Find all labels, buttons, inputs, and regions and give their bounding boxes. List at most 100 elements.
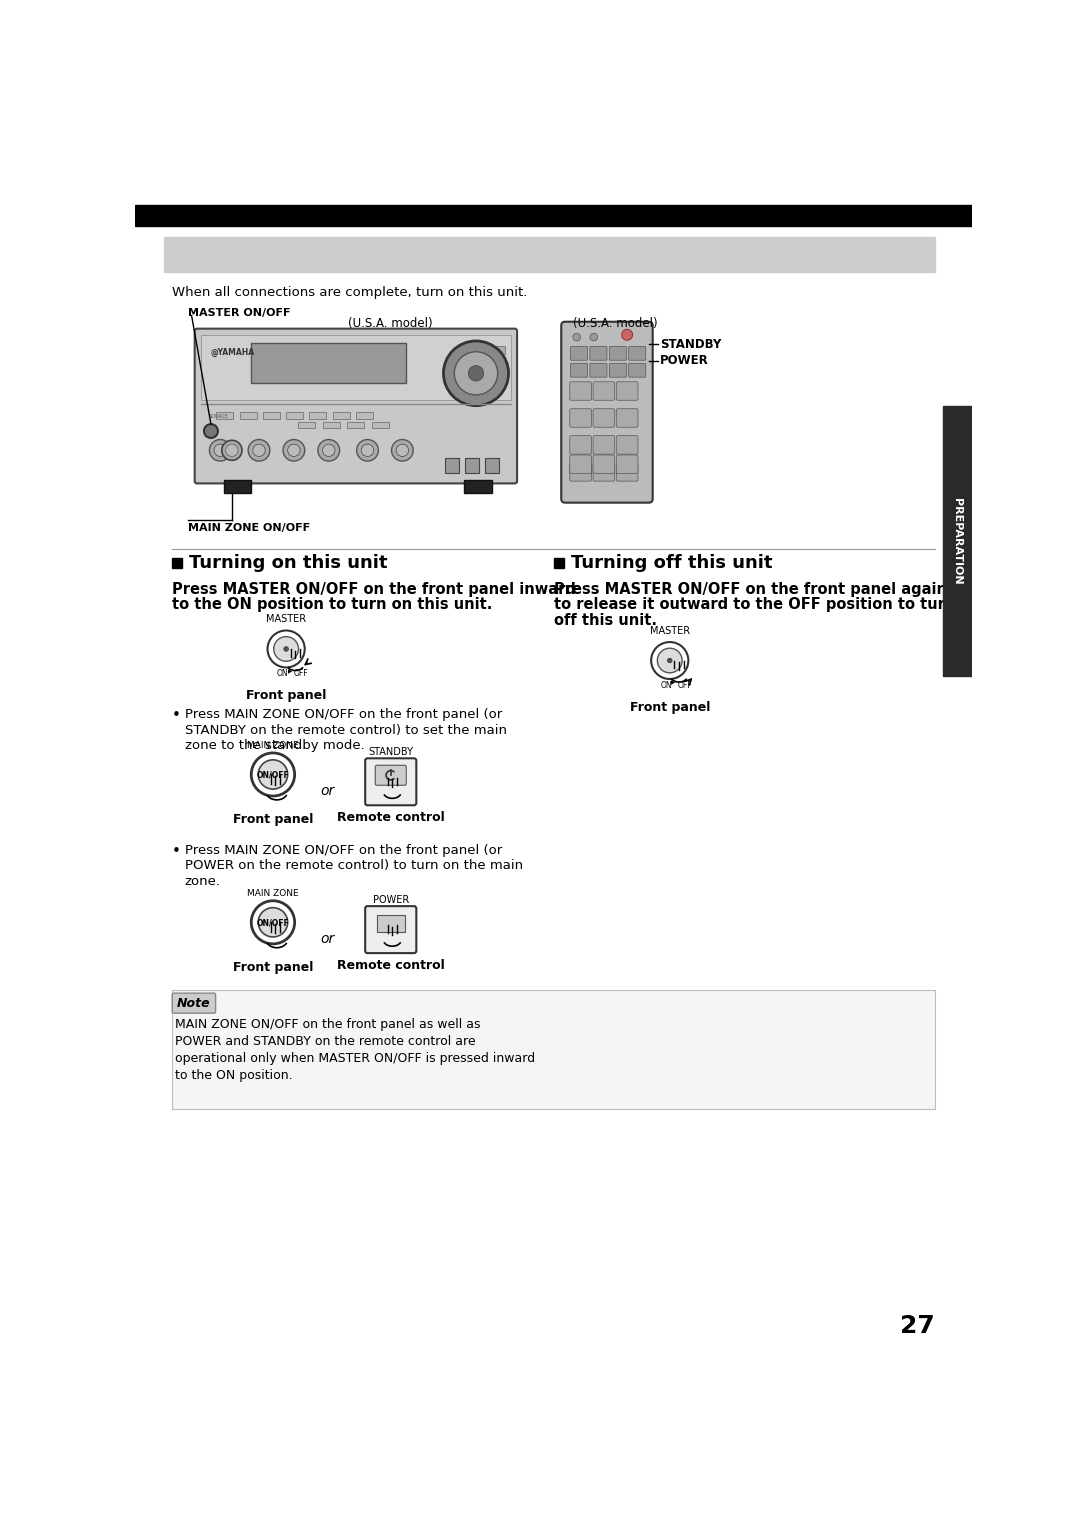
Circle shape	[283, 439, 305, 461]
FancyBboxPatch shape	[609, 363, 626, 377]
Text: or: or	[320, 784, 335, 798]
Text: ON/OFF: ON/OFF	[257, 919, 289, 928]
Text: Press MASTER ON/OFF on the front panel inward: Press MASTER ON/OFF on the front panel i…	[172, 581, 576, 597]
Text: to the ON position.: to the ON position.	[175, 1068, 293, 1082]
Text: or: or	[320, 932, 335, 946]
Circle shape	[253, 444, 266, 456]
Circle shape	[667, 658, 672, 662]
Text: Press MAIN ZONE ON/OFF on the front panel (or: Press MAIN ZONE ON/OFF on the front pane…	[185, 708, 502, 722]
Text: MAIN ZONE: MAIN ZONE	[247, 888, 299, 897]
Text: POWER: POWER	[373, 894, 409, 905]
FancyBboxPatch shape	[617, 462, 638, 481]
Circle shape	[287, 444, 300, 456]
Text: ON/OFF: ON/OFF	[257, 771, 289, 780]
Text: STANDBY: STANDBY	[368, 746, 414, 757]
Circle shape	[323, 444, 335, 456]
Bar	[172, 990, 935, 1109]
Bar	[309, 412, 326, 418]
Circle shape	[214, 444, 227, 456]
Circle shape	[226, 444, 238, 456]
Text: (U.S.A. model): (U.S.A. model)	[349, 317, 433, 330]
Text: ▶: ▶	[672, 681, 676, 685]
Text: When all connections are complete, turn on this unit.: When all connections are complete, turn …	[172, 287, 527, 299]
Circle shape	[444, 340, 509, 406]
FancyBboxPatch shape	[570, 462, 592, 481]
Bar	[445, 458, 459, 473]
Circle shape	[658, 649, 683, 673]
Circle shape	[392, 439, 414, 461]
FancyBboxPatch shape	[194, 328, 517, 484]
Circle shape	[258, 760, 287, 789]
Text: off this unit.: off this unit.	[554, 613, 657, 627]
Circle shape	[273, 636, 298, 661]
Bar	[373, 421, 389, 427]
Text: POWER and STANDBY on the remote control are: POWER and STANDBY on the remote control …	[175, 1035, 476, 1048]
Bar	[240, 412, 257, 418]
FancyBboxPatch shape	[593, 462, 615, 481]
Circle shape	[356, 439, 378, 461]
Text: Turning on and off the power: Turning on and off the power	[172, 244, 605, 270]
FancyBboxPatch shape	[609, 346, 626, 360]
FancyBboxPatch shape	[629, 346, 646, 360]
Bar	[943, 406, 972, 676]
FancyBboxPatch shape	[562, 322, 652, 502]
Bar	[465, 458, 480, 473]
Bar	[286, 412, 303, 418]
Text: MASTER: MASTER	[650, 626, 690, 636]
FancyBboxPatch shape	[617, 409, 638, 427]
Text: MASTER: MASTER	[266, 615, 307, 624]
FancyBboxPatch shape	[570, 363, 588, 377]
FancyBboxPatch shape	[590, 363, 607, 377]
Text: MAIN ZONE ON/OFF on the front panel as well as: MAIN ZONE ON/OFF on the front panel as w…	[175, 1018, 481, 1030]
Text: zone.: zone.	[185, 874, 220, 888]
Bar	[262, 412, 280, 418]
Bar	[164, 237, 935, 273]
FancyBboxPatch shape	[590, 346, 607, 360]
Text: STANDBY: STANDBY	[660, 337, 721, 351]
Bar	[225, 479, 252, 493]
Bar	[298, 421, 314, 427]
Bar	[472, 346, 486, 354]
Text: •: •	[172, 708, 181, 723]
Text: Turning on this unit: Turning on this unit	[189, 554, 388, 572]
Text: POWER: POWER	[660, 354, 708, 368]
Circle shape	[252, 752, 295, 797]
FancyBboxPatch shape	[617, 382, 638, 400]
Text: MAIN ZONE: MAIN ZONE	[247, 740, 299, 749]
Bar	[554, 559, 564, 568]
Text: ▶: ▶	[287, 668, 292, 674]
Bar	[135, 204, 972, 226]
Text: POWER on the remote control) to turn on the main: POWER on the remote control) to turn on …	[185, 859, 523, 873]
Circle shape	[651, 642, 688, 679]
Circle shape	[455, 353, 498, 395]
Text: Front panel: Front panel	[233, 961, 313, 974]
FancyBboxPatch shape	[570, 409, 592, 427]
Circle shape	[252, 900, 295, 945]
FancyBboxPatch shape	[617, 436, 638, 455]
Circle shape	[258, 908, 287, 937]
Text: CONNECTIONS: CONNECTIONS	[839, 212, 935, 226]
Bar	[485, 458, 499, 473]
FancyBboxPatch shape	[593, 455, 615, 473]
Bar	[377, 914, 405, 931]
Text: Press MAIN ZONE ON/OFF on the front panel (or: Press MAIN ZONE ON/OFF on the front pane…	[185, 844, 502, 856]
Text: Front panel: Front panel	[630, 700, 710, 714]
FancyBboxPatch shape	[570, 382, 592, 400]
FancyBboxPatch shape	[593, 436, 615, 455]
Circle shape	[396, 444, 408, 456]
Circle shape	[622, 330, 633, 340]
Text: zone to the standby mode.: zone to the standby mode.	[185, 739, 364, 752]
FancyBboxPatch shape	[365, 758, 416, 806]
Text: OFF: OFF	[677, 681, 692, 690]
Bar	[348, 421, 364, 427]
Circle shape	[221, 441, 242, 461]
Text: Turning off this unit: Turning off this unit	[570, 554, 772, 572]
Text: Remote control: Remote control	[337, 810, 445, 824]
Circle shape	[469, 366, 484, 382]
Text: SOURCE: SOURCE	[208, 414, 229, 420]
Text: operational only when MASTER ON/OFF is pressed inward: operational only when MASTER ON/OFF is p…	[175, 1051, 536, 1065]
Bar	[356, 412, 373, 418]
FancyBboxPatch shape	[172, 993, 216, 1013]
Bar	[491, 346, 505, 354]
FancyBboxPatch shape	[570, 436, 592, 455]
